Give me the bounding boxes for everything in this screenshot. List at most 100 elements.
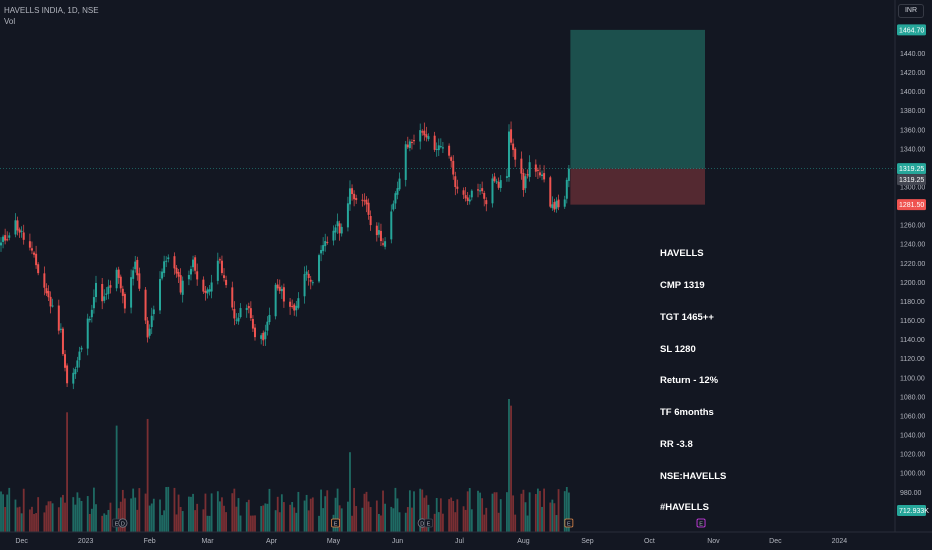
candle (0, 237, 2, 252)
time-tick-label: Nov (707, 538, 720, 545)
volume-bar (249, 515, 252, 532)
symbol-title[interactable]: HAVELLS INDIA, 1D, NSE (4, 6, 99, 15)
time-tick-label: 2023 (78, 538, 94, 545)
volume-bar (363, 493, 366, 532)
volume-bar (204, 493, 207, 532)
candle (20, 226, 23, 238)
volume-bar (165, 487, 168, 532)
volume-bar (14, 499, 17, 532)
candle (534, 159, 537, 177)
candle (253, 324, 256, 341)
price-tick-label: 1380.00 (900, 108, 925, 115)
candle (18, 227, 21, 238)
event-marker-icon[interactable]: D (118, 518, 128, 528)
candle (293, 302, 296, 316)
candle (551, 196, 554, 211)
candle (322, 237, 325, 255)
price-tick-label: 1060.00 (900, 413, 925, 420)
event-marker-icon[interactable]: E (696, 518, 706, 528)
volume-bar (90, 508, 93, 532)
candle (138, 267, 141, 292)
candle (66, 363, 69, 388)
candle (105, 287, 108, 300)
price-axis[interactable]: 980.00 1000.00 1020.00 1040.00 1060.00 1080.0… (900, 51, 925, 497)
candle (413, 134, 415, 145)
volume-bar (225, 512, 227, 532)
volume-bar (448, 499, 451, 532)
candle (189, 265, 192, 281)
volume-bar (394, 487, 397, 532)
currency-button[interactable]: INR (898, 4, 924, 18)
price-labels: 1464.70 1319.25 1319.25 1281.50 712.933K (897, 24, 929, 516)
volume-bar (477, 490, 479, 532)
candle (567, 165, 570, 188)
candle (404, 140, 407, 187)
event-marker-icon[interactable]: E (331, 518, 340, 528)
volume-bar (553, 503, 556, 532)
time-tick-label: Mar (201, 538, 214, 545)
volume-bar (181, 511, 184, 532)
volume-bar (262, 505, 265, 532)
volume-bar (150, 503, 153, 532)
candle (307, 270, 310, 286)
volume-bar (305, 494, 308, 532)
volume-bar (398, 512, 401, 532)
candle (177, 269, 180, 284)
volume-bar (235, 506, 238, 532)
volume-bar (29, 509, 31, 532)
candle (309, 275, 312, 290)
volume-bar (6, 494, 9, 532)
stop-zone[interactable] (570, 168, 705, 205)
chart-legend: HAVELLS INDIA, 1D, NSE Vol (4, 5, 99, 27)
volume-bar (124, 498, 126, 532)
svg-text:E: E (699, 522, 703, 528)
candle (318, 253, 321, 284)
target-zone[interactable] (570, 29, 705, 169)
candle (196, 263, 199, 286)
candle (150, 307, 153, 335)
volume-bar (481, 498, 484, 532)
volume-bar (563, 491, 566, 532)
volume-bar (22, 488, 25, 532)
candle (233, 301, 236, 326)
volume-bar (49, 501, 52, 532)
candle (136, 256, 139, 281)
candle (456, 179, 459, 194)
volume-bar (510, 405, 512, 532)
candle (419, 123, 422, 150)
volume-bar (375, 500, 378, 532)
volume-bar (167, 486, 170, 532)
price-tick-label: 1120.00 (900, 356, 925, 363)
candle (80, 345, 83, 353)
position-tool[interactable] (0, 29, 895, 205)
volume-bar (452, 501, 455, 532)
candle (181, 276, 184, 303)
volume-bar (264, 503, 267, 532)
price-label: 1319.25 (897, 163, 926, 175)
volume-bar (464, 509, 467, 532)
candle (406, 136, 409, 149)
candle (528, 155, 531, 182)
candle (435, 142, 438, 157)
candle (134, 255, 137, 273)
event-marker-icon[interactable]: E (424, 518, 433, 528)
note-line: Return - 12% (660, 375, 719, 387)
volume-bar (146, 418, 149, 532)
volume-bar (320, 489, 322, 532)
volume-bar (109, 502, 112, 532)
volume-bar (152, 498, 155, 532)
event-marker-icon[interactable]: E (564, 518, 574, 528)
volume-bar (392, 508, 395, 532)
time-axis[interactable]: Dec 2023 Feb Mar Apr May Jun Jul Aug Sep Oct Nov Dec… (15, 538, 847, 545)
volume-bar (45, 505, 48, 532)
volume-bar (105, 514, 108, 532)
candle (202, 276, 205, 295)
candle (78, 346, 81, 368)
volume-bar (520, 493, 523, 532)
candle (117, 266, 120, 284)
candle (538, 164, 541, 178)
volume-legend[interactable]: Vol (4, 17, 16, 26)
candle (274, 282, 277, 320)
